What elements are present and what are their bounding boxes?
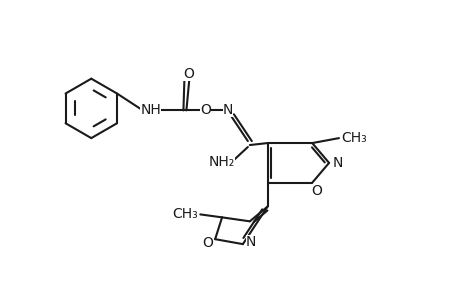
Text: N: N — [222, 103, 233, 117]
Text: O: O — [202, 236, 212, 250]
Text: O: O — [183, 67, 193, 81]
Text: N: N — [245, 235, 256, 249]
Text: N: N — [332, 156, 342, 170]
Text: CH₃: CH₃ — [340, 131, 366, 145]
Text: NH₂: NH₂ — [208, 155, 235, 169]
Text: CH₃: CH₃ — [172, 207, 198, 221]
Text: NH: NH — [140, 103, 161, 117]
Text: O: O — [310, 184, 321, 198]
Text: O: O — [199, 103, 210, 117]
